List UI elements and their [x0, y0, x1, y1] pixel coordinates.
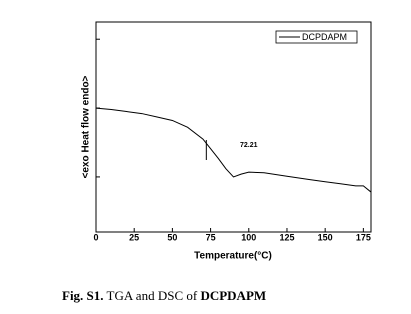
- x-tick-label: 150: [318, 232, 333, 242]
- x-tick-label: 175: [356, 232, 371, 242]
- x-tick-label: 125: [279, 232, 294, 242]
- marker-label: 72.21: [240, 142, 258, 149]
- caption-compound: DCPDAPM: [200, 288, 266, 303]
- caption-text: TGA and DSC of: [104, 288, 201, 303]
- line-series: [95, 107, 372, 193]
- x-tick-label: 0: [93, 232, 98, 242]
- plot-frame: [95, 21, 372, 233]
- legend-box: [275, 30, 358, 44]
- y-axis-label: <exo Heat flow endo>: [81, 75, 92, 178]
- legend-label: DCPDAPM: [302, 32, 347, 42]
- caption-label: Fig. S1.: [62, 288, 104, 303]
- x-tick-label: 100: [241, 232, 256, 242]
- x-tick-label: 25: [129, 232, 139, 242]
- x-axis-label: Temperature(°C): [194, 251, 272, 262]
- x-tick-label: 50: [167, 232, 177, 242]
- caption: Fig. S1. TGA and DSC of DCPDAPM: [62, 288, 266, 303]
- x-tick-label: 75: [206, 232, 216, 242]
